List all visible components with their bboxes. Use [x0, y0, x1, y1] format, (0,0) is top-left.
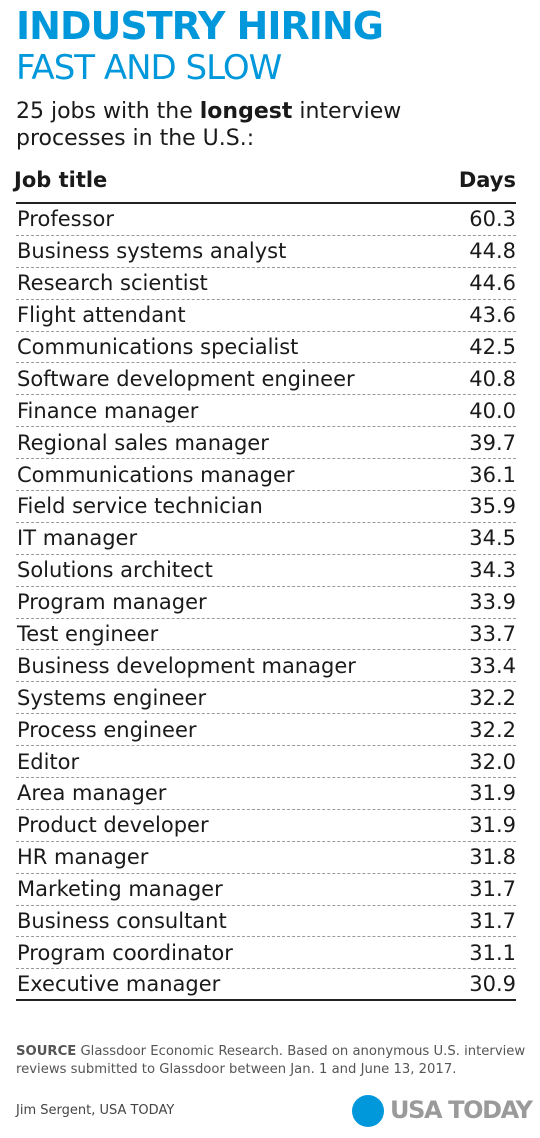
table-row: Regional sales manager 39.7	[16, 427, 516, 460]
table-row: Test engineer 33.7	[16, 619, 516, 651]
source-note: SOURCE Glassdoor Economic Research. Base…	[16, 1043, 531, 1079]
row-job-title: Communications specialist	[17, 335, 299, 359]
table-row: Business consultant 31.7	[16, 906, 516, 938]
row-days-value: 34.3	[469, 558, 516, 583]
row-days-value: 31.7	[469, 877, 516, 902]
table-row: Communications specialist 42.5	[16, 332, 516, 364]
row-job-title: Business consultant	[17, 909, 227, 934]
usa-today-logo-icon	[352, 1095, 384, 1127]
row-days-value: 33.9	[469, 590, 516, 615]
intro-text: 25 jobs with the longest interview proce…	[16, 98, 516, 152]
row-job-title: Editor	[17, 749, 80, 774]
table-row: Business systems analyst 44.8	[16, 236, 516, 268]
row-days-value: 36.1	[469, 462, 516, 487]
table-row: Process engineer 32.2	[16, 714, 516, 747]
column-header-days: Days	[458, 168, 516, 192]
table-row: IT manager 34.5	[16, 523, 516, 555]
table-row: Product developer 31.9	[16, 810, 516, 842]
table-row: Solutions architect 34.3	[16, 555, 516, 587]
row-job-title: IT manager	[17, 526, 138, 551]
row-job-title: Executive manager	[17, 972, 221, 997]
row-job-title: Business development manager	[17, 653, 356, 678]
row-days-value: 32.0	[469, 749, 516, 774]
row-job-title: Process engineer	[17, 717, 197, 742]
row-job-title: HR manager	[17, 845, 149, 870]
row-job-title: Solutions architect	[17, 558, 213, 583]
table-row: Editor 32.0	[16, 746, 516, 779]
row-job-title: Software development engineer	[17, 366, 355, 391]
table-row: Field service technician 35.9	[16, 491, 516, 523]
table-row: Program coordinator 31.1	[16, 937, 516, 970]
row-days-value: 44.6	[469, 271, 516, 296]
usa-today-logo-text: USA TODAY	[390, 1096, 533, 1124]
row-days-value: 40.0	[469, 398, 516, 423]
row-job-title: Regional sales manager	[17, 430, 269, 455]
row-job-title: Product developer	[17, 813, 209, 838]
table-row: Communications manager 36.1	[16, 459, 516, 492]
row-days-value: 40.8	[469, 366, 516, 391]
title-line-1: INDUSTRY HIRING	[16, 4, 384, 48]
row-days-value: 39.7	[469, 430, 516, 455]
row-job-title: Professor	[17, 207, 114, 232]
table-row: Business development manager 33.4	[16, 650, 516, 683]
column-header-job-title: Job title	[14, 168, 108, 192]
row-job-title: Research scientist	[17, 271, 208, 296]
row-job-title: Flight attendant	[17, 303, 186, 328]
row-job-title: Communications manager	[17, 462, 295, 487]
row-days-value: 31.1	[469, 940, 516, 965]
table-row: Program manager 33.9	[16, 587, 516, 619]
title-line-2: FAST AND SLOW	[16, 48, 282, 88]
row-days-value: 31.7	[469, 909, 516, 934]
row-days-value: 44.8	[469, 239, 516, 264]
row-job-title: Area manager	[17, 781, 167, 806]
row-job-title: Test engineer	[17, 622, 159, 647]
table-row: Area manager 31.9	[16, 778, 516, 810]
jobs-table: Professor 60.3 Business systems analyst 44.…	[16, 202, 516, 1002]
intro-suffix: interview processes in the U.S.:	[16, 99, 402, 151]
row-days-value: 30.9	[469, 972, 516, 997]
source-label: SOURCE	[16, 1044, 77, 1059]
row-days-value: 33.4	[469, 653, 516, 678]
table-row: Software development engineer 40.8	[16, 363, 516, 396]
row-days-value: 32.2	[469, 717, 516, 742]
row-job-title: Marketing manager	[17, 877, 223, 902]
table-row: Systems engineer 32.2	[16, 682, 516, 715]
row-days-value: 32.2	[469, 685, 516, 710]
table-row: Executive manager 30.9	[16, 969, 516, 1002]
row-job-title: Program coordinator	[17, 940, 233, 965]
row-days-value: 43.6	[469, 303, 516, 328]
row-days-value: 34.5	[469, 526, 516, 551]
intro-bold: longest	[199, 99, 293, 124]
table-row: Flight attendant 43.6	[16, 300, 516, 332]
row-days-value: 35.9	[469, 494, 516, 519]
source-text: Glassdoor Economic Research. Based on an…	[16, 1044, 526, 1077]
row-days-value: 31.9	[469, 781, 516, 806]
table-row: Marketing manager 31.7	[16, 874, 516, 906]
row-days-value: 60.3	[469, 207, 516, 232]
table-row: Research scientist 44.6	[16, 268, 516, 300]
row-days-value: 31.9	[469, 813, 516, 838]
table-row: Finance manager 40.0	[16, 395, 516, 428]
row-job-title: Program manager	[17, 590, 207, 615]
intro-prefix: 25 jobs with the	[16, 99, 200, 124]
credit: Jim Sergent, USA TODAY	[16, 1103, 175, 1118]
row-job-title: Field service technician	[17, 494, 263, 519]
table-row: HR manager 31.8	[16, 842, 516, 874]
row-days-value: 42.5	[469, 335, 516, 359]
row-job-title: Business systems analyst	[17, 239, 287, 264]
table-row: Professor 60.3	[16, 204, 516, 236]
row-days-value: 33.7	[469, 622, 516, 647]
row-days-value: 31.8	[469, 845, 516, 870]
row-job-title: Systems engineer	[17, 685, 207, 710]
row-job-title: Finance manager	[17, 398, 199, 423]
